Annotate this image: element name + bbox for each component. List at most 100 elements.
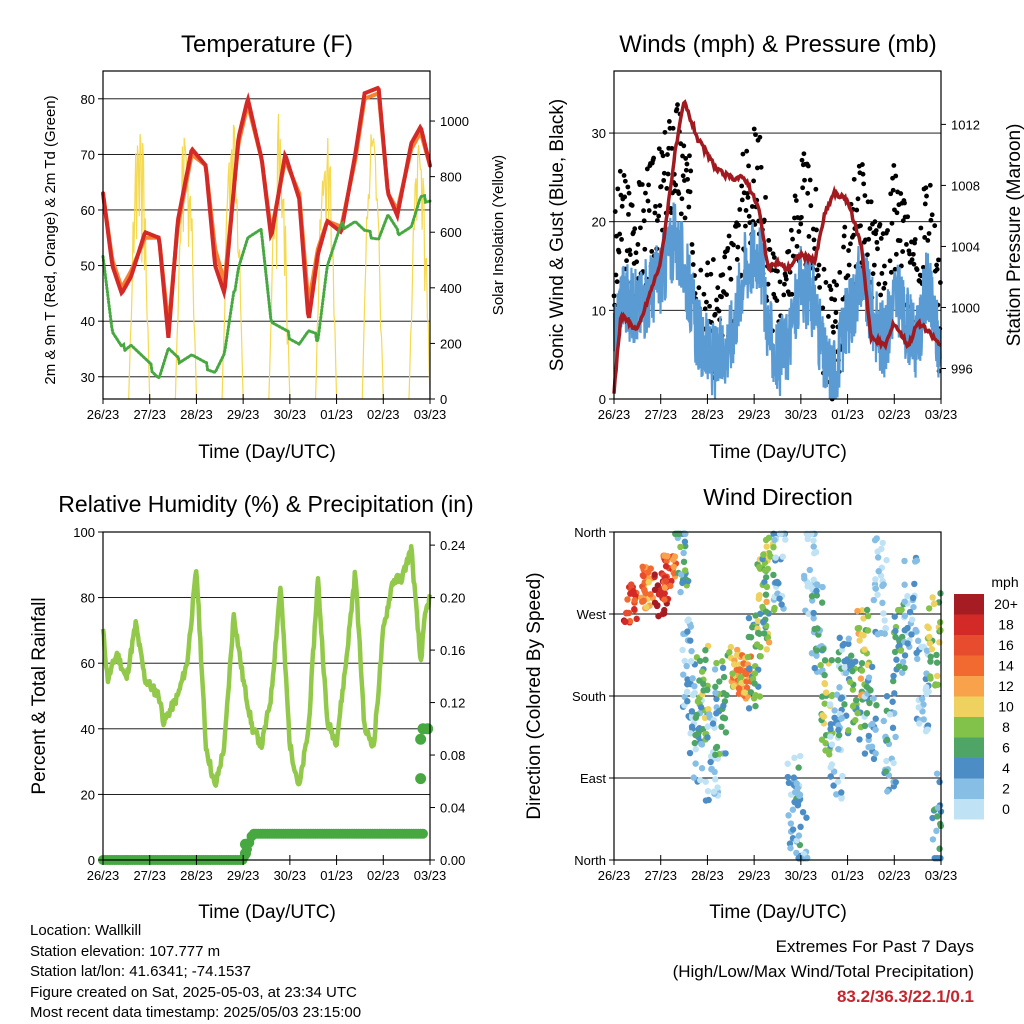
direction-point: [765, 639, 773, 646]
direction-point: [660, 610, 668, 617]
direction-point: [680, 549, 687, 557]
solar-line: [174, 137, 198, 399]
direction-point: [879, 539, 886, 547]
gust-point: [798, 214, 804, 220]
direction-point: [751, 680, 758, 687]
direction-point: [923, 647, 931, 654]
direction-point: [700, 680, 707, 688]
direction-point: [702, 656, 709, 664]
direction-point: [849, 667, 856, 675]
gust-point: [878, 292, 884, 298]
direction-point: [738, 679, 745, 687]
gust-point: [687, 189, 693, 195]
direction-point: [827, 764, 834, 771]
direction-point: [897, 647, 904, 654]
direction-point: [772, 554, 779, 561]
direction-point: [875, 568, 882, 575]
x-tick-label: 02/23: [367, 407, 400, 422]
y2-tick-label: 1012: [951, 117, 980, 132]
direction-point: [793, 837, 800, 844]
y-tick-label: 30: [592, 126, 606, 141]
direction-point: [926, 633, 933, 641]
direction-point: [643, 604, 650, 611]
direction-point: [831, 714, 838, 721]
direction-point: [651, 586, 659, 594]
gust-point: [679, 196, 685, 202]
gust-point: [799, 157, 805, 163]
direction-point: [856, 736, 863, 743]
gust-point: [704, 272, 710, 278]
gust-point: [734, 257, 740, 262]
direction-point: [821, 657, 829, 664]
direction-point: [712, 751, 719, 759]
y-tick-label: 30: [81, 370, 95, 385]
gust-point: [887, 258, 893, 264]
temperature-ylabel: 2m & 9m T (Red, Orange) & 2m Td (Green): [42, 95, 59, 384]
winds-plot-frame: [613, 70, 942, 400]
direction-point: [782, 536, 789, 543]
y-tick-label: 70: [81, 147, 95, 162]
direction-point: [691, 739, 698, 747]
direction-point: [762, 608, 770, 615]
direction-point: [735, 690, 743, 697]
direction-point: [743, 684, 751, 691]
y-tick-label: 10: [592, 303, 606, 318]
winds-pressure-panel: Winds (mph) & Pressure (mb) 0 10 20 30 996 10…: [547, 31, 1024, 463]
direction-point: [704, 734, 711, 741]
gust-point: [918, 225, 924, 231]
gust-point: [708, 271, 714, 277]
direction-point: [878, 545, 885, 553]
direction-point: [895, 663, 903, 670]
direction-point: [787, 820, 795, 827]
direction-point: [901, 581, 908, 588]
legend-swatch: [954, 799, 984, 820]
direction-point: [734, 646, 741, 654]
y-tick-label: 40: [81, 722, 95, 737]
x-tick-label: 26/23: [87, 407, 120, 422]
legend-swatch: [954, 696, 984, 717]
winds-ylabel: Sonic Wind & Gust (Blue, Black): [547, 99, 568, 371]
y-tick-label: 80: [81, 591, 95, 606]
gust-point: [724, 292, 729, 297]
direction-point: [712, 776, 719, 783]
direction-point: [863, 710, 871, 717]
gust-point: [817, 285, 823, 290]
direction-point: [882, 768, 890, 775]
direction-point: [688, 647, 695, 655]
y2-tick-label: 0: [440, 392, 447, 407]
direction-point: [716, 678, 723, 685]
direction-point: [848, 661, 855, 668]
solar-line: [361, 134, 384, 399]
gust-point: [725, 245, 731, 251]
direction-point: [692, 745, 699, 753]
legend-label: 14: [998, 658, 1014, 674]
direction-point: [693, 711, 700, 719]
legend-label: 12: [998, 678, 1014, 694]
direction-point: [757, 653, 764, 660]
direction-point: [861, 722, 869, 730]
wind-direction-ylabel: Direction (Colored By Speed): [524, 572, 545, 819]
direction-point: [881, 630, 888, 637]
gust-point: [889, 220, 895, 226]
direction-point: [910, 603, 917, 611]
direction-point: [726, 649, 733, 656]
gust-point: [888, 269, 894, 275]
direction-point: [804, 535, 811, 543]
y-tick-label: 0: [599, 392, 606, 407]
y2-tick-label: 0.12: [440, 696, 465, 711]
gust-point: [766, 238, 772, 243]
gust-point: [639, 182, 645, 187]
gust-point: [626, 190, 632, 196]
direction-point: [918, 643, 925, 651]
y2-tick-label: 0.24: [440, 538, 465, 553]
direction-point: [914, 655, 921, 663]
direction-point: [835, 726, 842, 734]
direction-point: [813, 647, 821, 654]
gust-point: [874, 239, 880, 245]
direction-point: [677, 543, 684, 551]
direction-point: [926, 640, 934, 647]
direction-point: [884, 788, 891, 795]
direction-point: [790, 774, 798, 781]
gust-point: [674, 106, 680, 112]
gust-point: [631, 229, 636, 235]
